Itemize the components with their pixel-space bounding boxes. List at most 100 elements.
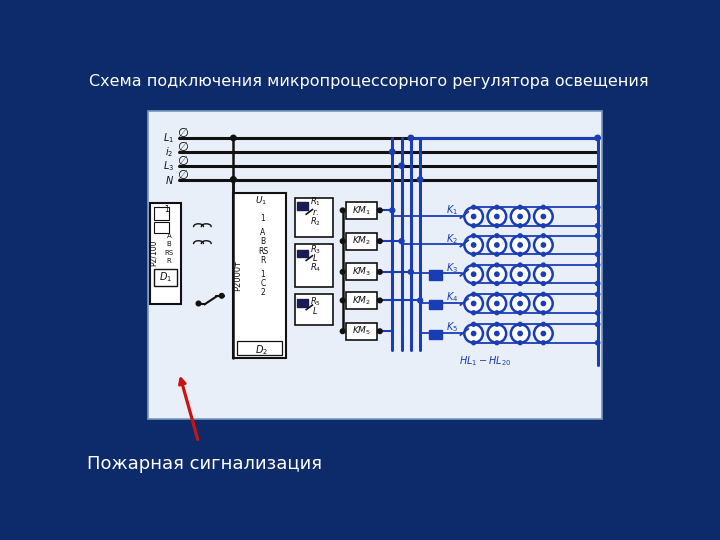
Circle shape <box>518 272 522 276</box>
Bar <box>150 204 181 303</box>
Circle shape <box>541 234 545 238</box>
Bar <box>297 299 307 307</box>
Circle shape <box>418 177 423 182</box>
Circle shape <box>464 207 483 226</box>
Circle shape <box>472 263 476 267</box>
Bar <box>346 233 377 249</box>
Circle shape <box>541 301 546 306</box>
Circle shape <box>472 301 476 306</box>
Circle shape <box>518 281 522 286</box>
Circle shape <box>377 329 382 334</box>
Bar <box>346 202 377 219</box>
Text: L: L <box>313 307 318 316</box>
Text: R: R <box>166 258 171 264</box>
Circle shape <box>220 294 224 298</box>
Circle shape <box>472 332 476 336</box>
Circle shape <box>341 329 345 334</box>
Circle shape <box>518 301 522 306</box>
Circle shape <box>518 341 522 345</box>
Bar <box>233 193 286 358</box>
Circle shape <box>464 236 483 254</box>
Text: Пожарная сигнализация: Пожарная сигнализация <box>87 455 323 472</box>
Text: $\varnothing$: $\varnothing$ <box>177 154 189 168</box>
Circle shape <box>487 325 506 343</box>
Circle shape <box>534 265 553 284</box>
Text: A: A <box>260 228 266 237</box>
Circle shape <box>230 135 236 140</box>
Circle shape <box>595 135 600 140</box>
Circle shape <box>595 341 600 345</box>
Circle shape <box>541 272 546 276</box>
Circle shape <box>472 243 476 247</box>
Text: $HL_1-HL_{20}$: $HL_1-HL_{20}$ <box>459 354 511 368</box>
Text: $R_5$: $R_5$ <box>310 296 321 308</box>
Circle shape <box>377 208 382 213</box>
Circle shape <box>399 163 404 168</box>
Circle shape <box>495 311 499 315</box>
Text: $K_4$: $K_4$ <box>446 291 459 304</box>
Circle shape <box>472 205 476 209</box>
Circle shape <box>487 236 506 254</box>
Circle shape <box>595 205 600 210</box>
Circle shape <box>472 234 476 238</box>
Circle shape <box>518 332 522 336</box>
Circle shape <box>487 265 506 284</box>
Circle shape <box>534 207 553 226</box>
Bar <box>295 198 333 237</box>
Circle shape <box>495 214 499 219</box>
Circle shape <box>541 224 545 228</box>
Bar <box>429 300 442 309</box>
Bar <box>238 341 282 355</box>
Circle shape <box>495 263 499 267</box>
Text: $K_2$: $K_2$ <box>446 232 459 246</box>
Circle shape <box>541 252 545 256</box>
Circle shape <box>518 205 522 209</box>
Text: $D_1$: $D_1$ <box>158 271 172 284</box>
Text: RS: RS <box>258 247 268 255</box>
Text: $K_3$: $K_3$ <box>446 261 459 275</box>
Circle shape <box>534 236 553 254</box>
Circle shape <box>495 205 499 209</box>
Circle shape <box>495 301 499 306</box>
Text: L: L <box>313 254 318 264</box>
Text: $L_1$: $L_1$ <box>163 131 174 145</box>
Circle shape <box>495 281 499 286</box>
Circle shape <box>464 265 483 284</box>
Bar <box>148 111 601 419</box>
Circle shape <box>518 214 522 219</box>
Circle shape <box>541 322 545 326</box>
Text: $R_2$: $R_2$ <box>310 215 321 228</box>
Circle shape <box>472 252 476 256</box>
Text: $KM_2$: $KM_2$ <box>351 294 371 307</box>
Circle shape <box>464 325 483 343</box>
Circle shape <box>495 332 499 336</box>
Circle shape <box>541 243 546 247</box>
Bar <box>297 202 307 210</box>
Text: Р2000т: Р2000т <box>233 260 242 291</box>
Circle shape <box>595 234 600 238</box>
Circle shape <box>230 177 236 182</box>
Circle shape <box>487 294 506 313</box>
Circle shape <box>595 322 600 327</box>
Text: $K_5$: $K_5$ <box>446 320 459 334</box>
Text: $i_2$: $i_2$ <box>166 145 174 159</box>
Circle shape <box>399 239 404 244</box>
Circle shape <box>472 281 476 286</box>
Circle shape <box>341 298 345 303</box>
Circle shape <box>495 252 499 256</box>
Circle shape <box>518 243 522 247</box>
Circle shape <box>518 322 522 326</box>
Text: $R_4$: $R_4$ <box>310 262 321 274</box>
Bar <box>153 269 177 286</box>
Circle shape <box>377 269 382 274</box>
Circle shape <box>518 234 522 238</box>
Circle shape <box>495 272 499 276</box>
Circle shape <box>341 269 345 274</box>
Text: Р2/100: Р2/100 <box>149 239 158 266</box>
Circle shape <box>377 298 382 303</box>
Circle shape <box>541 332 546 336</box>
Circle shape <box>595 310 600 315</box>
Text: $KM_2$: $KM_2$ <box>351 235 371 247</box>
Circle shape <box>408 135 413 140</box>
Text: $r.$: $r.$ <box>312 207 319 217</box>
